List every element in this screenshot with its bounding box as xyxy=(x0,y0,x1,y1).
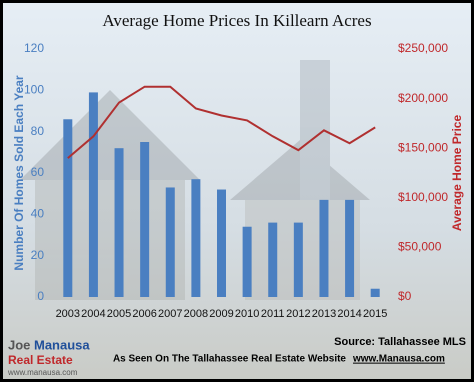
bar xyxy=(165,187,175,297)
y2-tick-label: $50,000 xyxy=(398,240,442,254)
x-tick-label: 2006 xyxy=(132,308,156,320)
x-tick-label: 2004 xyxy=(81,308,105,320)
logo-sub: Real Estate xyxy=(8,353,73,367)
y2-tick-label: $100,000 xyxy=(398,190,448,204)
price-line xyxy=(67,85,376,159)
x-tick-label: 2007 xyxy=(158,308,182,320)
x-tick-label: 2003 xyxy=(56,308,80,320)
footer: As Seen On The Tallahassee Real Estate W… xyxy=(113,354,346,365)
logo-last: Manausa xyxy=(34,337,90,352)
bar xyxy=(268,222,278,297)
x-tick-label: 2013 xyxy=(312,308,336,320)
y-tick-label: 80 xyxy=(31,124,45,138)
y-axis-label: Number Of Homes Sold Each Year xyxy=(12,75,26,271)
y-tick-label: 120 xyxy=(24,41,44,55)
x-tick-label: 2008 xyxy=(184,308,208,320)
y2-tick-label: $250,000 xyxy=(398,41,448,55)
x-tick-label: 2012 xyxy=(286,308,310,320)
x-tick-label: 2009 xyxy=(209,308,233,320)
logo-url: www.manausa.com xyxy=(7,368,78,377)
x-tick-label: 2011 xyxy=(261,308,285,320)
bar xyxy=(319,199,329,297)
bar xyxy=(217,189,226,297)
bar xyxy=(242,226,252,297)
y-tick-label: 0 xyxy=(37,289,44,303)
y-tick-label: 40 xyxy=(31,207,45,221)
y-tick-label: 20 xyxy=(31,248,45,262)
y2-tick-label: $150,000 xyxy=(398,140,448,154)
y2-axis-label: Average Home Price xyxy=(450,115,464,232)
logo-first: Joe xyxy=(8,337,30,352)
bar xyxy=(345,199,355,297)
x-tick-label: 2014 xyxy=(337,308,361,320)
y-tick-label: 60 xyxy=(31,165,45,179)
y-tick-label: 100 xyxy=(24,83,44,97)
chart-title: Average Home Prices In Killearn Acres xyxy=(102,11,371,30)
bar xyxy=(293,222,303,297)
x-tick-label: 2005 xyxy=(107,308,131,320)
bar xyxy=(88,92,98,298)
x-tick-label: 2015 xyxy=(363,308,387,320)
footer-link[interactable]: www.Manausa.com xyxy=(352,354,445,365)
bar xyxy=(140,142,150,297)
source: Source: Tallahassee MLS xyxy=(334,336,466,348)
bar xyxy=(114,148,124,297)
y2-tick-label: $0 xyxy=(398,289,412,303)
bar xyxy=(370,288,380,297)
bar xyxy=(63,119,73,298)
y2-tick-label: $200,000 xyxy=(398,91,448,105)
x-tick-label: 2010 xyxy=(235,308,259,320)
bar xyxy=(191,179,201,297)
